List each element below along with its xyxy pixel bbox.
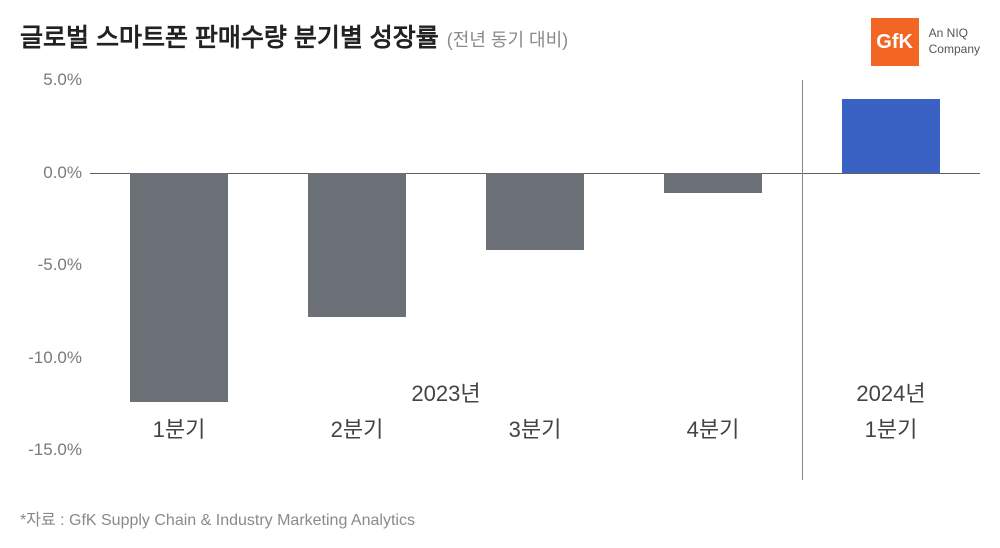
y-tick-label: -5.0% [38, 255, 82, 275]
quarter-label: 1분기 [865, 412, 918, 444]
gfk-logo-icon: GfK [871, 18, 919, 66]
bar [664, 173, 762, 193]
y-tick-label: 0.0% [43, 163, 82, 183]
y-axis: 5.0%0.0%-5.0%-10.0%-15.0% [20, 80, 90, 480]
footnote: *자료 : GfK Supply Chain & Industry Market… [20, 506, 415, 530]
bar [308, 173, 406, 317]
bar [486, 173, 584, 251]
quarter-label: 2분기 [331, 412, 384, 444]
y-tick-label: 5.0% [43, 70, 82, 90]
y-tick-label: -10.0% [28, 348, 82, 368]
bar [842, 99, 940, 173]
year-label: 2024년 [856, 376, 925, 408]
chart-area: 5.0%0.0%-5.0%-10.0%-15.0% 1분기2분기3분기4분기1분… [20, 80, 980, 480]
year-label: 2023년 [411, 376, 480, 408]
chart-header: 글로벌 스마트폰 판매수량 분기별 성장률 (전년 동기 대비) GfK An … [20, 18, 980, 66]
chart-subtitle: (전년 동기 대비) [447, 26, 568, 52]
quarter-label: 3분기 [509, 412, 562, 444]
plot-area [90, 80, 980, 450]
logo-text: GfK [876, 31, 913, 54]
title-wrap: 글로벌 스마트폰 판매수량 분기별 성장률 (전년 동기 대비) [20, 18, 568, 54]
x-axis-labels: 1분기2분기3분기4분기1분기2023년2024년 [90, 420, 980, 480]
bar [130, 173, 228, 402]
quarter-label: 1분기 [153, 412, 206, 444]
chart-title: 글로벌 스마트폰 판매수량 분기별 성장률 [20, 18, 439, 54]
brand-logo: GfK An NIQ Company [871, 18, 980, 66]
logo-tagline: An NIQ Company [929, 26, 980, 57]
quarter-label: 4분기 [687, 412, 740, 444]
y-tick-label: -15.0% [28, 440, 82, 460]
